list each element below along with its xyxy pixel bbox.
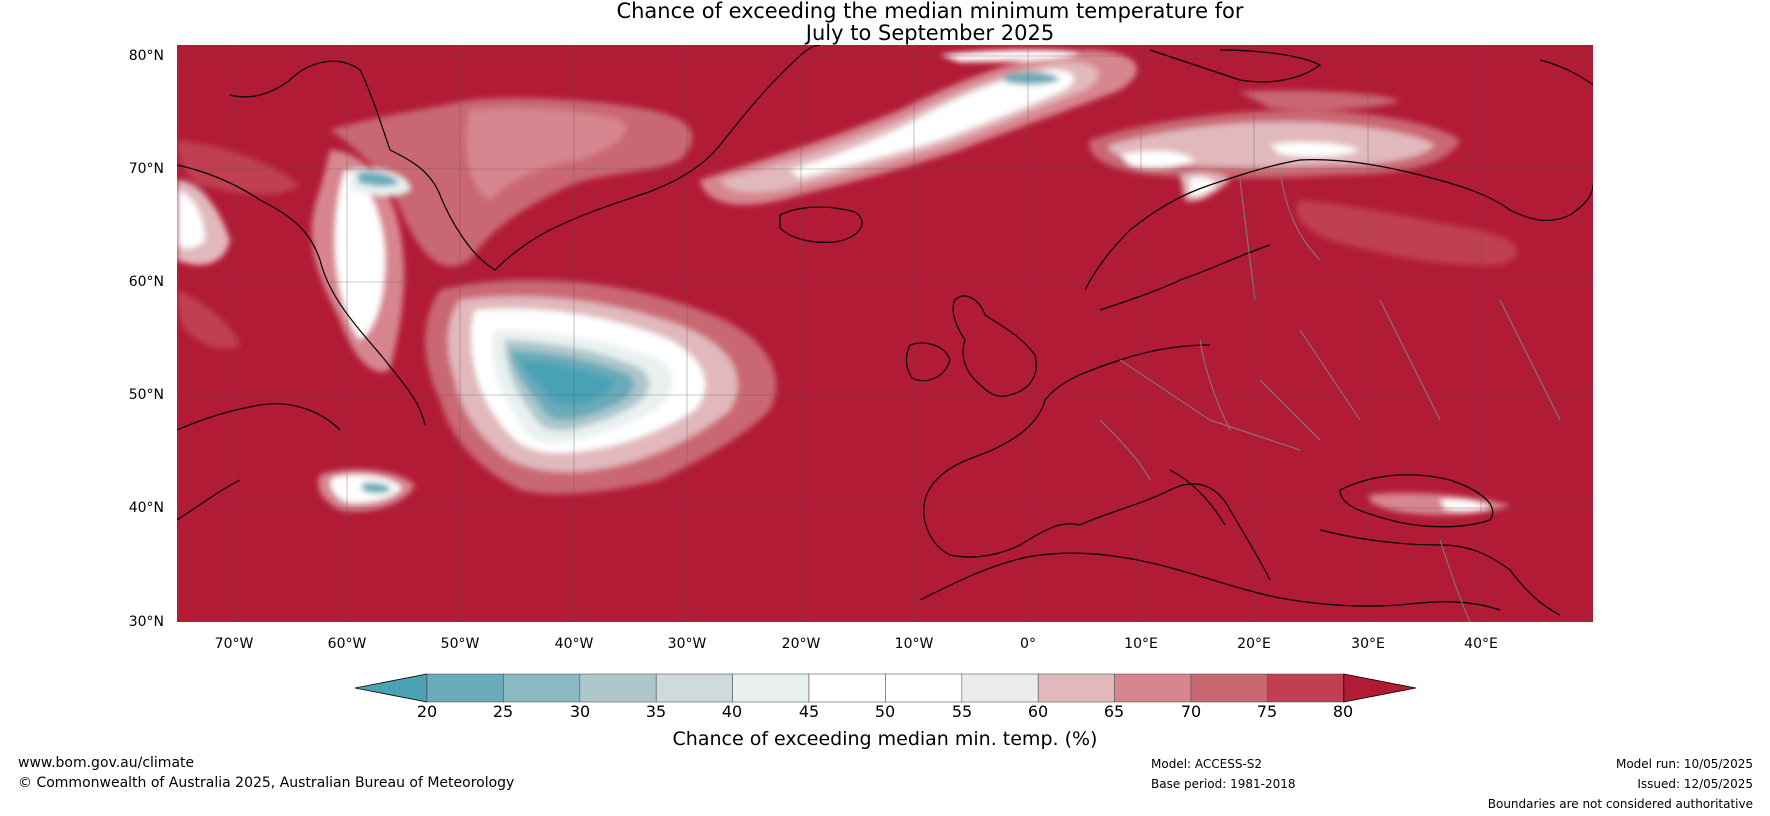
boundaries-disclaimer: Boundaries are not considered authoritat… bbox=[1487, 797, 1753, 811]
lon-label-10e: 10°E bbox=[1124, 636, 1158, 652]
colorbar-bin bbox=[1267, 673, 1345, 703]
lon-label-30e: 30°E bbox=[1351, 636, 1385, 652]
colorbar-bin bbox=[426, 673, 504, 703]
country-borders bbox=[1099, 169, 1561, 622]
colorbar-tick: 65 bbox=[1103, 702, 1125, 721]
colorbar-bin bbox=[808, 673, 886, 703]
lon-label-70w: 70°W bbox=[214, 636, 254, 652]
colorbar-tick: 40 bbox=[721, 702, 743, 721]
lat-label-30n: 30°N bbox=[128, 614, 164, 630]
colorbar bbox=[354, 673, 1417, 703]
map-area bbox=[177, 45, 1593, 622]
map-title-line2: July to September 2025 bbox=[805, 21, 1055, 45]
website-link[interactable]: www.bom.gov.au/climate bbox=[18, 755, 195, 771]
lon-label-0: 0° bbox=[1020, 636, 1036, 652]
colorbar-tick: 25 bbox=[492, 702, 514, 721]
lon-label-40e: 40°E bbox=[1464, 636, 1498, 652]
colorbar-tick: 20 bbox=[416, 702, 438, 721]
base-period: Base period: 1981-2018 bbox=[1151, 777, 1296, 791]
lat-label-70n: 70°N bbox=[128, 161, 164, 177]
copyright-text: © Commonwealth of Australia 2025, Austra… bbox=[18, 775, 515, 791]
colorbar-tick: 45 bbox=[798, 702, 820, 721]
colorbar-bin bbox=[655, 673, 733, 703]
lon-label-50w: 50°W bbox=[440, 636, 480, 652]
graticule bbox=[177, 45, 1593, 622]
lon-label-20w: 20°W bbox=[781, 636, 821, 652]
coastlines bbox=[177, 45, 1593, 616]
colorbar-bin bbox=[1114, 673, 1192, 703]
lon-label-40w: 40°W bbox=[554, 636, 594, 652]
colorbar-title: Chance of exceeding median min. temp. (%… bbox=[672, 728, 1098, 750]
lat-label-60n: 60°N bbox=[128, 274, 164, 290]
lon-label-30w: 30°W bbox=[667, 636, 707, 652]
colorbar-bin bbox=[503, 673, 581, 703]
map-title-line1: Chance of exceeding the median minimum t… bbox=[616, 0, 1244, 23]
colorbar-extend-low bbox=[354, 673, 428, 703]
lat-label-40n: 40°N bbox=[128, 500, 164, 516]
colorbar-tick: 30 bbox=[569, 702, 591, 721]
colorbar-bin bbox=[732, 673, 810, 703]
colorbar-tick: 35 bbox=[645, 702, 667, 721]
lat-label-80n: 80°N bbox=[128, 48, 164, 64]
model-run-date: Model run: 10/05/2025 bbox=[1615, 757, 1753, 771]
colorbar-bin bbox=[961, 673, 1039, 703]
colorbar-bin bbox=[579, 673, 657, 703]
colorbar-tick: 75 bbox=[1256, 702, 1278, 721]
colorbar-bin bbox=[885, 673, 963, 703]
colorbar-bin bbox=[1037, 673, 1115, 703]
lon-label-10w: 10°W bbox=[894, 636, 934, 652]
lon-label-20e: 20°E bbox=[1237, 636, 1271, 652]
lon-label-60w: 60°W bbox=[327, 636, 367, 652]
colorbar-tick: 60 bbox=[1027, 702, 1049, 721]
colorbar-tick: 70 bbox=[1180, 702, 1202, 721]
colorbar-tick: 50 bbox=[874, 702, 896, 721]
colorbar-tick: 55 bbox=[951, 702, 973, 721]
probability-contours bbox=[177, 49, 1518, 516]
issued-date: Issued: 12/05/2025 bbox=[1637, 777, 1753, 791]
colorbar-bin bbox=[1190, 673, 1268, 703]
colorbar-tick: 80 bbox=[1332, 702, 1354, 721]
colorbar-extend-high bbox=[1343, 673, 1417, 703]
model-name: Model: ACCESS-S2 bbox=[1151, 757, 1263, 771]
lat-label-50n: 50°N bbox=[128, 387, 164, 403]
